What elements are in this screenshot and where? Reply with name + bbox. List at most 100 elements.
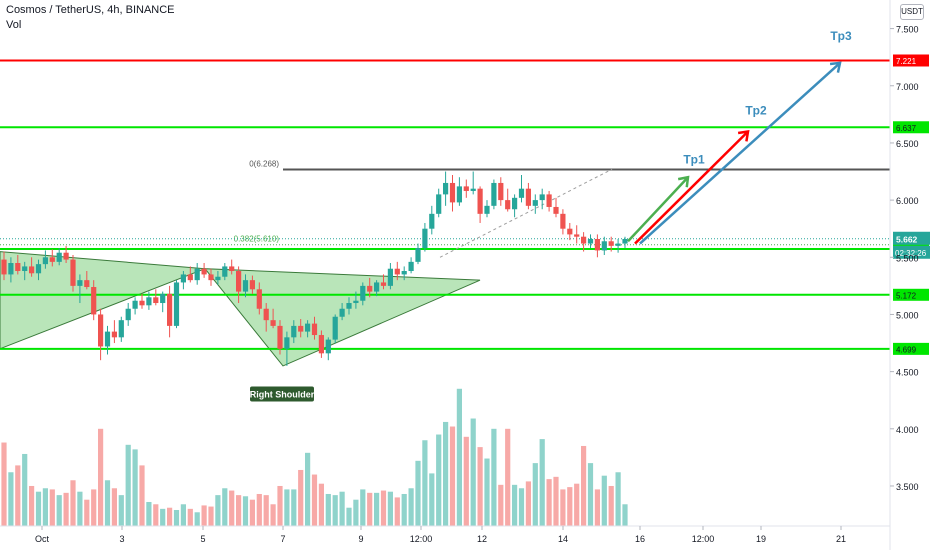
volume-bar — [215, 495, 221, 526]
candle-body — [180, 274, 186, 283]
candle-body — [236, 271, 242, 292]
candle-body — [167, 293, 173, 326]
volume-bar — [194, 512, 200, 526]
candle-body — [1, 259, 7, 275]
volume-bar — [187, 508, 193, 526]
volume-bar — [153, 504, 159, 526]
candle-body — [201, 268, 207, 275]
candle-body — [560, 213, 566, 229]
volume-bar — [443, 421, 449, 526]
candle-body — [42, 257, 48, 265]
left-shoulder-shape — [0, 251, 206, 350]
time-tick-label: 19 — [756, 534, 766, 544]
volume-bar — [201, 505, 207, 526]
volume-bar — [91, 489, 97, 526]
candle-body — [318, 335, 324, 354]
horizontal-levels: 7.2216.6375.5725.1724.6990(6.268)0.382(5… — [0, 54, 930, 355]
volume-bar — [173, 509, 180, 526]
candle-body — [325, 339, 331, 354]
candle-body — [91, 287, 97, 315]
price-level-label: 6.637 — [896, 124, 917, 133]
candle-body — [587, 238, 594, 244]
price-tick-label: 3.500 — [896, 482, 919, 492]
candle-body — [491, 182, 497, 206]
price-level-tag — [893, 121, 929, 134]
candle-body — [594, 238, 600, 251]
volume-bar — [546, 479, 552, 526]
time-tick-label: 21 — [836, 534, 846, 544]
candle-body — [429, 213, 435, 229]
candlesticks — [1, 171, 628, 366]
candle-body — [456, 186, 462, 203]
volume-bar — [222, 488, 228, 526]
axis-labels: Right Shoulder Tp1 Tp2 Tp3 — [250, 29, 852, 402]
volume-bar — [146, 501, 152, 526]
candle-body — [139, 300, 145, 306]
price-tick-label: 5.500 — [896, 253, 919, 263]
volume-bar — [608, 485, 614, 526]
candle-body — [160, 293, 166, 304]
volume-bar — [291, 489, 297, 526]
volume-bar — [470, 418, 476, 526]
tp3-arrow-shaft — [639, 61, 841, 245]
candle-body — [422, 228, 428, 249]
candle-body — [194, 268, 200, 281]
candle-body — [449, 182, 456, 203]
candle-body — [291, 325, 297, 338]
candle-body — [187, 274, 193, 281]
volume-bar — [380, 490, 387, 526]
candle-body — [567, 228, 573, 235]
volume-bar — [236, 495, 242, 526]
volume-bar — [532, 463, 538, 526]
volume-bar — [56, 495, 62, 526]
candle-body — [332, 316, 338, 340]
tp3-label: Tp3 — [830, 29, 852, 43]
price-level-tag — [893, 54, 929, 67]
price-tick-label: 6.000 — [896, 196, 919, 206]
volume-bar — [491, 428, 497, 526]
candle-body — [394, 268, 400, 275]
candle-body — [484, 205, 490, 214]
volume-bar — [104, 480, 111, 526]
volume-bar — [518, 488, 525, 526]
right-shoulder-label: Right Shoulder — [250, 390, 315, 400]
currency-unit-button[interactable]: USDT — [900, 4, 924, 20]
volume-bar — [277, 485, 283, 526]
price-level-label: 5.172 — [896, 291, 917, 300]
volume-bar — [1, 442, 7, 526]
price-tick-label: 5.000 — [896, 310, 919, 320]
tp2-arrow-shaft — [634, 130, 749, 245]
volume-bars — [1, 388, 628, 526]
candle-body — [118, 320, 124, 338]
time-tick-label: Oct — [35, 534, 50, 544]
candle-body — [518, 188, 525, 198]
volume-bar — [98, 428, 104, 526]
candle-body — [263, 308, 269, 321]
candle-body — [380, 282, 387, 286]
candle-body — [408, 261, 414, 272]
volume-bar — [498, 484, 504, 526]
time-tick-label: 3 — [119, 534, 124, 544]
candle-body — [77, 280, 83, 286]
volume-bar — [463, 436, 469, 526]
volume-bar — [325, 493, 331, 526]
tp1-arrow-shaft — [627, 176, 689, 243]
volume-bar — [525, 481, 531, 526]
volume-bar — [394, 497, 400, 526]
volume-bar — [15, 465, 21, 526]
volume-bar — [139, 465, 145, 526]
volume-bar — [594, 489, 600, 526]
volume-bar — [263, 495, 269, 526]
volume-bar — [574, 483, 580, 526]
volume-bar — [477, 447, 483, 526]
trend-dashed-line — [439, 168, 613, 258]
volume-bar — [360, 489, 366, 526]
candle-body — [374, 282, 380, 292]
candle-body — [470, 188, 476, 191]
fib-level-label: 0.382(5.610) — [234, 235, 280, 244]
candle-body — [415, 248, 421, 262]
price-tick-label: 4.500 — [896, 368, 919, 378]
candle-body — [463, 186, 469, 191]
candle-body — [615, 243, 621, 246]
